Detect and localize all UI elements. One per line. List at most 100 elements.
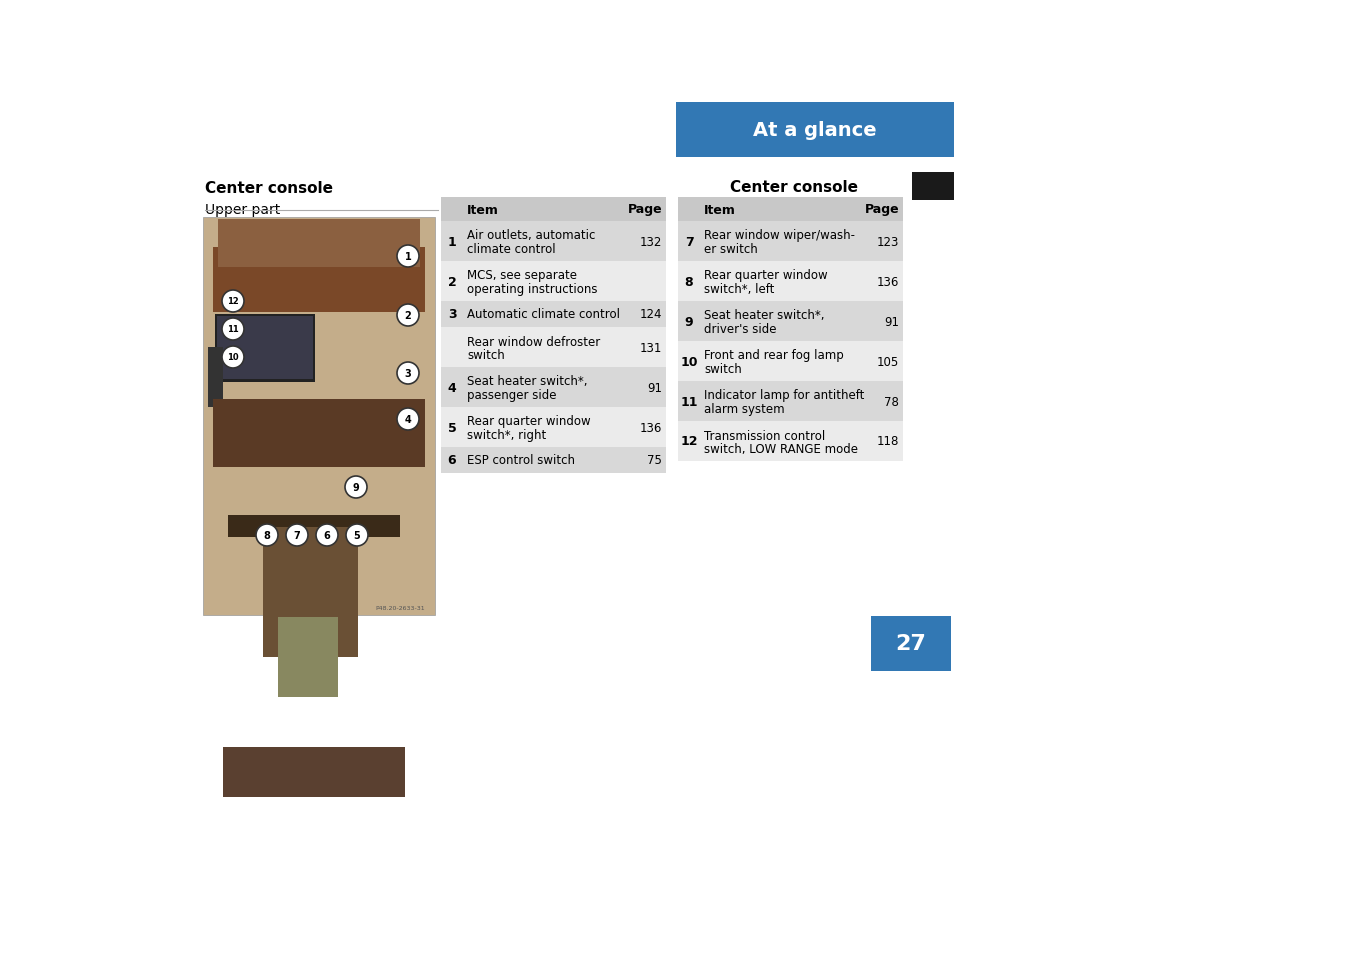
- Bar: [218, 220, 420, 268]
- Text: Page: Page: [627, 203, 662, 216]
- Text: 124: 124: [639, 308, 662, 321]
- Text: alarm system: alarm system: [704, 402, 785, 416]
- Text: 9: 9: [353, 482, 359, 493]
- Circle shape: [222, 291, 245, 313]
- Bar: [440, 328, 666, 368]
- Bar: [678, 222, 902, 262]
- Circle shape: [222, 318, 245, 340]
- Text: 131: 131: [639, 341, 662, 355]
- Text: Rear quarter window: Rear quarter window: [467, 416, 590, 428]
- Text: 105: 105: [877, 355, 898, 368]
- Text: Rear window wiper/wash-: Rear window wiper/wash-: [704, 230, 855, 242]
- Circle shape: [316, 524, 338, 546]
- Text: 78: 78: [884, 395, 898, 408]
- Circle shape: [397, 246, 419, 268]
- Text: 132: 132: [639, 235, 662, 248]
- Text: 75: 75: [647, 454, 662, 467]
- Text: 6: 6: [447, 454, 457, 467]
- Circle shape: [346, 524, 367, 546]
- Text: 8: 8: [263, 531, 270, 540]
- Text: Item: Item: [467, 203, 499, 216]
- Text: switch*, right: switch*, right: [467, 428, 546, 441]
- Bar: [215, 314, 315, 382]
- Bar: [228, 516, 400, 537]
- Text: 6: 6: [324, 531, 331, 540]
- Text: 10: 10: [681, 355, 697, 368]
- Text: operating instructions: operating instructions: [467, 282, 597, 295]
- Text: 3: 3: [447, 308, 457, 321]
- Bar: [678, 262, 902, 302]
- Text: 4: 4: [447, 381, 457, 395]
- Bar: [440, 368, 666, 408]
- Text: 1: 1: [447, 235, 457, 248]
- Circle shape: [222, 347, 245, 369]
- Text: Automatic climate control: Automatic climate control: [467, 308, 620, 321]
- Text: Air outlets, automatic: Air outlets, automatic: [467, 230, 596, 242]
- Text: Indicator lamp for antitheft: Indicator lamp for antitheft: [704, 389, 865, 402]
- Text: switch*, left: switch*, left: [704, 282, 774, 295]
- Text: 118: 118: [877, 435, 898, 448]
- Bar: [223, 747, 405, 797]
- Text: 12: 12: [681, 435, 697, 448]
- Bar: [676, 103, 954, 158]
- Text: driver's side: driver's side: [704, 322, 777, 335]
- Bar: [263, 527, 358, 658]
- Text: Center console: Center console: [730, 179, 858, 194]
- Text: Page: Page: [865, 203, 898, 216]
- Circle shape: [345, 476, 367, 498]
- Text: 91: 91: [884, 315, 898, 328]
- Bar: [678, 198, 902, 222]
- Text: switch: switch: [704, 362, 742, 375]
- Text: Rear quarter window: Rear quarter window: [704, 269, 828, 282]
- Text: 9: 9: [685, 315, 693, 328]
- Bar: [440, 302, 666, 328]
- Bar: [440, 222, 666, 262]
- Bar: [678, 421, 902, 461]
- Circle shape: [255, 524, 278, 546]
- Text: 7: 7: [685, 235, 693, 248]
- Bar: [278, 618, 338, 698]
- Text: switch, LOW RANGE mode: switch, LOW RANGE mode: [704, 442, 858, 456]
- Text: 7: 7: [293, 531, 300, 540]
- Text: 10: 10: [227, 354, 239, 362]
- Text: 8: 8: [685, 275, 693, 288]
- Text: 2: 2: [447, 275, 457, 288]
- Text: Transmission control: Transmission control: [704, 429, 825, 442]
- Circle shape: [397, 305, 419, 327]
- Circle shape: [397, 363, 419, 385]
- Text: 136: 136: [639, 421, 662, 434]
- Text: 27: 27: [896, 634, 927, 654]
- Text: Seat heater switch*,: Seat heater switch*,: [467, 375, 588, 388]
- Text: passenger side: passenger side: [467, 388, 557, 401]
- Bar: [203, 218, 435, 616]
- Text: 5: 5: [447, 421, 457, 434]
- Text: climate control: climate control: [467, 242, 555, 255]
- Text: At a glance: At a glance: [754, 121, 877, 140]
- Text: 5: 5: [354, 531, 361, 540]
- Text: Rear window defroster: Rear window defroster: [467, 335, 600, 348]
- Text: Front and rear fog lamp: Front and rear fog lamp: [704, 349, 844, 362]
- Bar: [678, 341, 902, 381]
- Text: Seat heater switch*,: Seat heater switch*,: [704, 309, 824, 322]
- Text: MCS, see separate: MCS, see separate: [467, 269, 577, 282]
- Bar: [912, 172, 954, 201]
- Bar: [440, 448, 666, 474]
- Bar: [678, 302, 902, 341]
- Text: Item: Item: [704, 203, 736, 216]
- Text: 136: 136: [877, 275, 898, 288]
- Text: er switch: er switch: [704, 242, 758, 255]
- Text: 11: 11: [227, 325, 239, 335]
- Text: 123: 123: [877, 235, 898, 248]
- Text: Center console: Center console: [205, 181, 332, 195]
- Bar: [440, 408, 666, 448]
- Bar: [871, 617, 951, 671]
- Bar: [213, 248, 426, 313]
- Text: 1: 1: [405, 252, 411, 262]
- Bar: [218, 316, 313, 379]
- Text: 91: 91: [647, 381, 662, 395]
- Bar: [440, 198, 666, 222]
- Bar: [208, 348, 223, 408]
- Bar: [440, 262, 666, 302]
- Text: 12: 12: [227, 297, 239, 306]
- Text: ESP control switch: ESP control switch: [467, 454, 576, 467]
